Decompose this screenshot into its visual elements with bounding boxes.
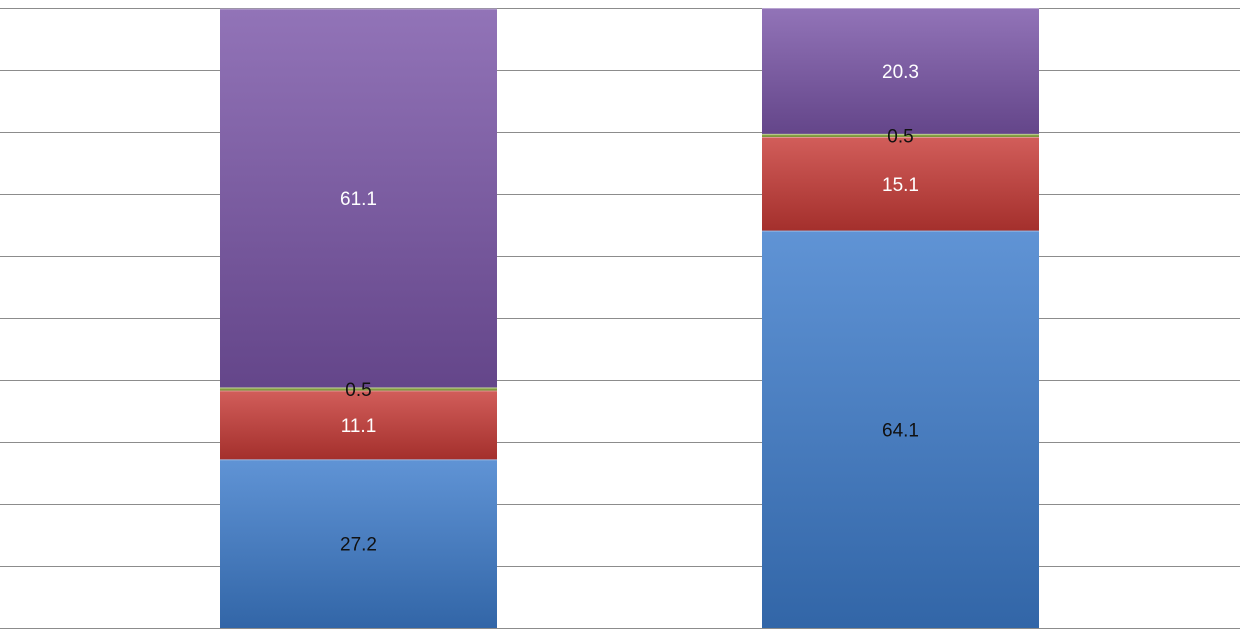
data-label: 11.1: [341, 416, 377, 437]
data-label: 20.3: [882, 62, 919, 83]
gridlines: [0, 8, 1240, 629]
data-label: 0.5: [887, 126, 913, 147]
data-label: 0.5: [345, 380, 371, 401]
data-labels: 27.2 11.1 0.5 61.1 64.1 15.1 0.5 20.3: [340, 62, 919, 556]
data-label: 64.1: [882, 420, 919, 441]
data-label: 15.1: [882, 175, 919, 196]
data-label: 61.1: [340, 189, 377, 210]
data-label: 27.2: [340, 535, 377, 556]
